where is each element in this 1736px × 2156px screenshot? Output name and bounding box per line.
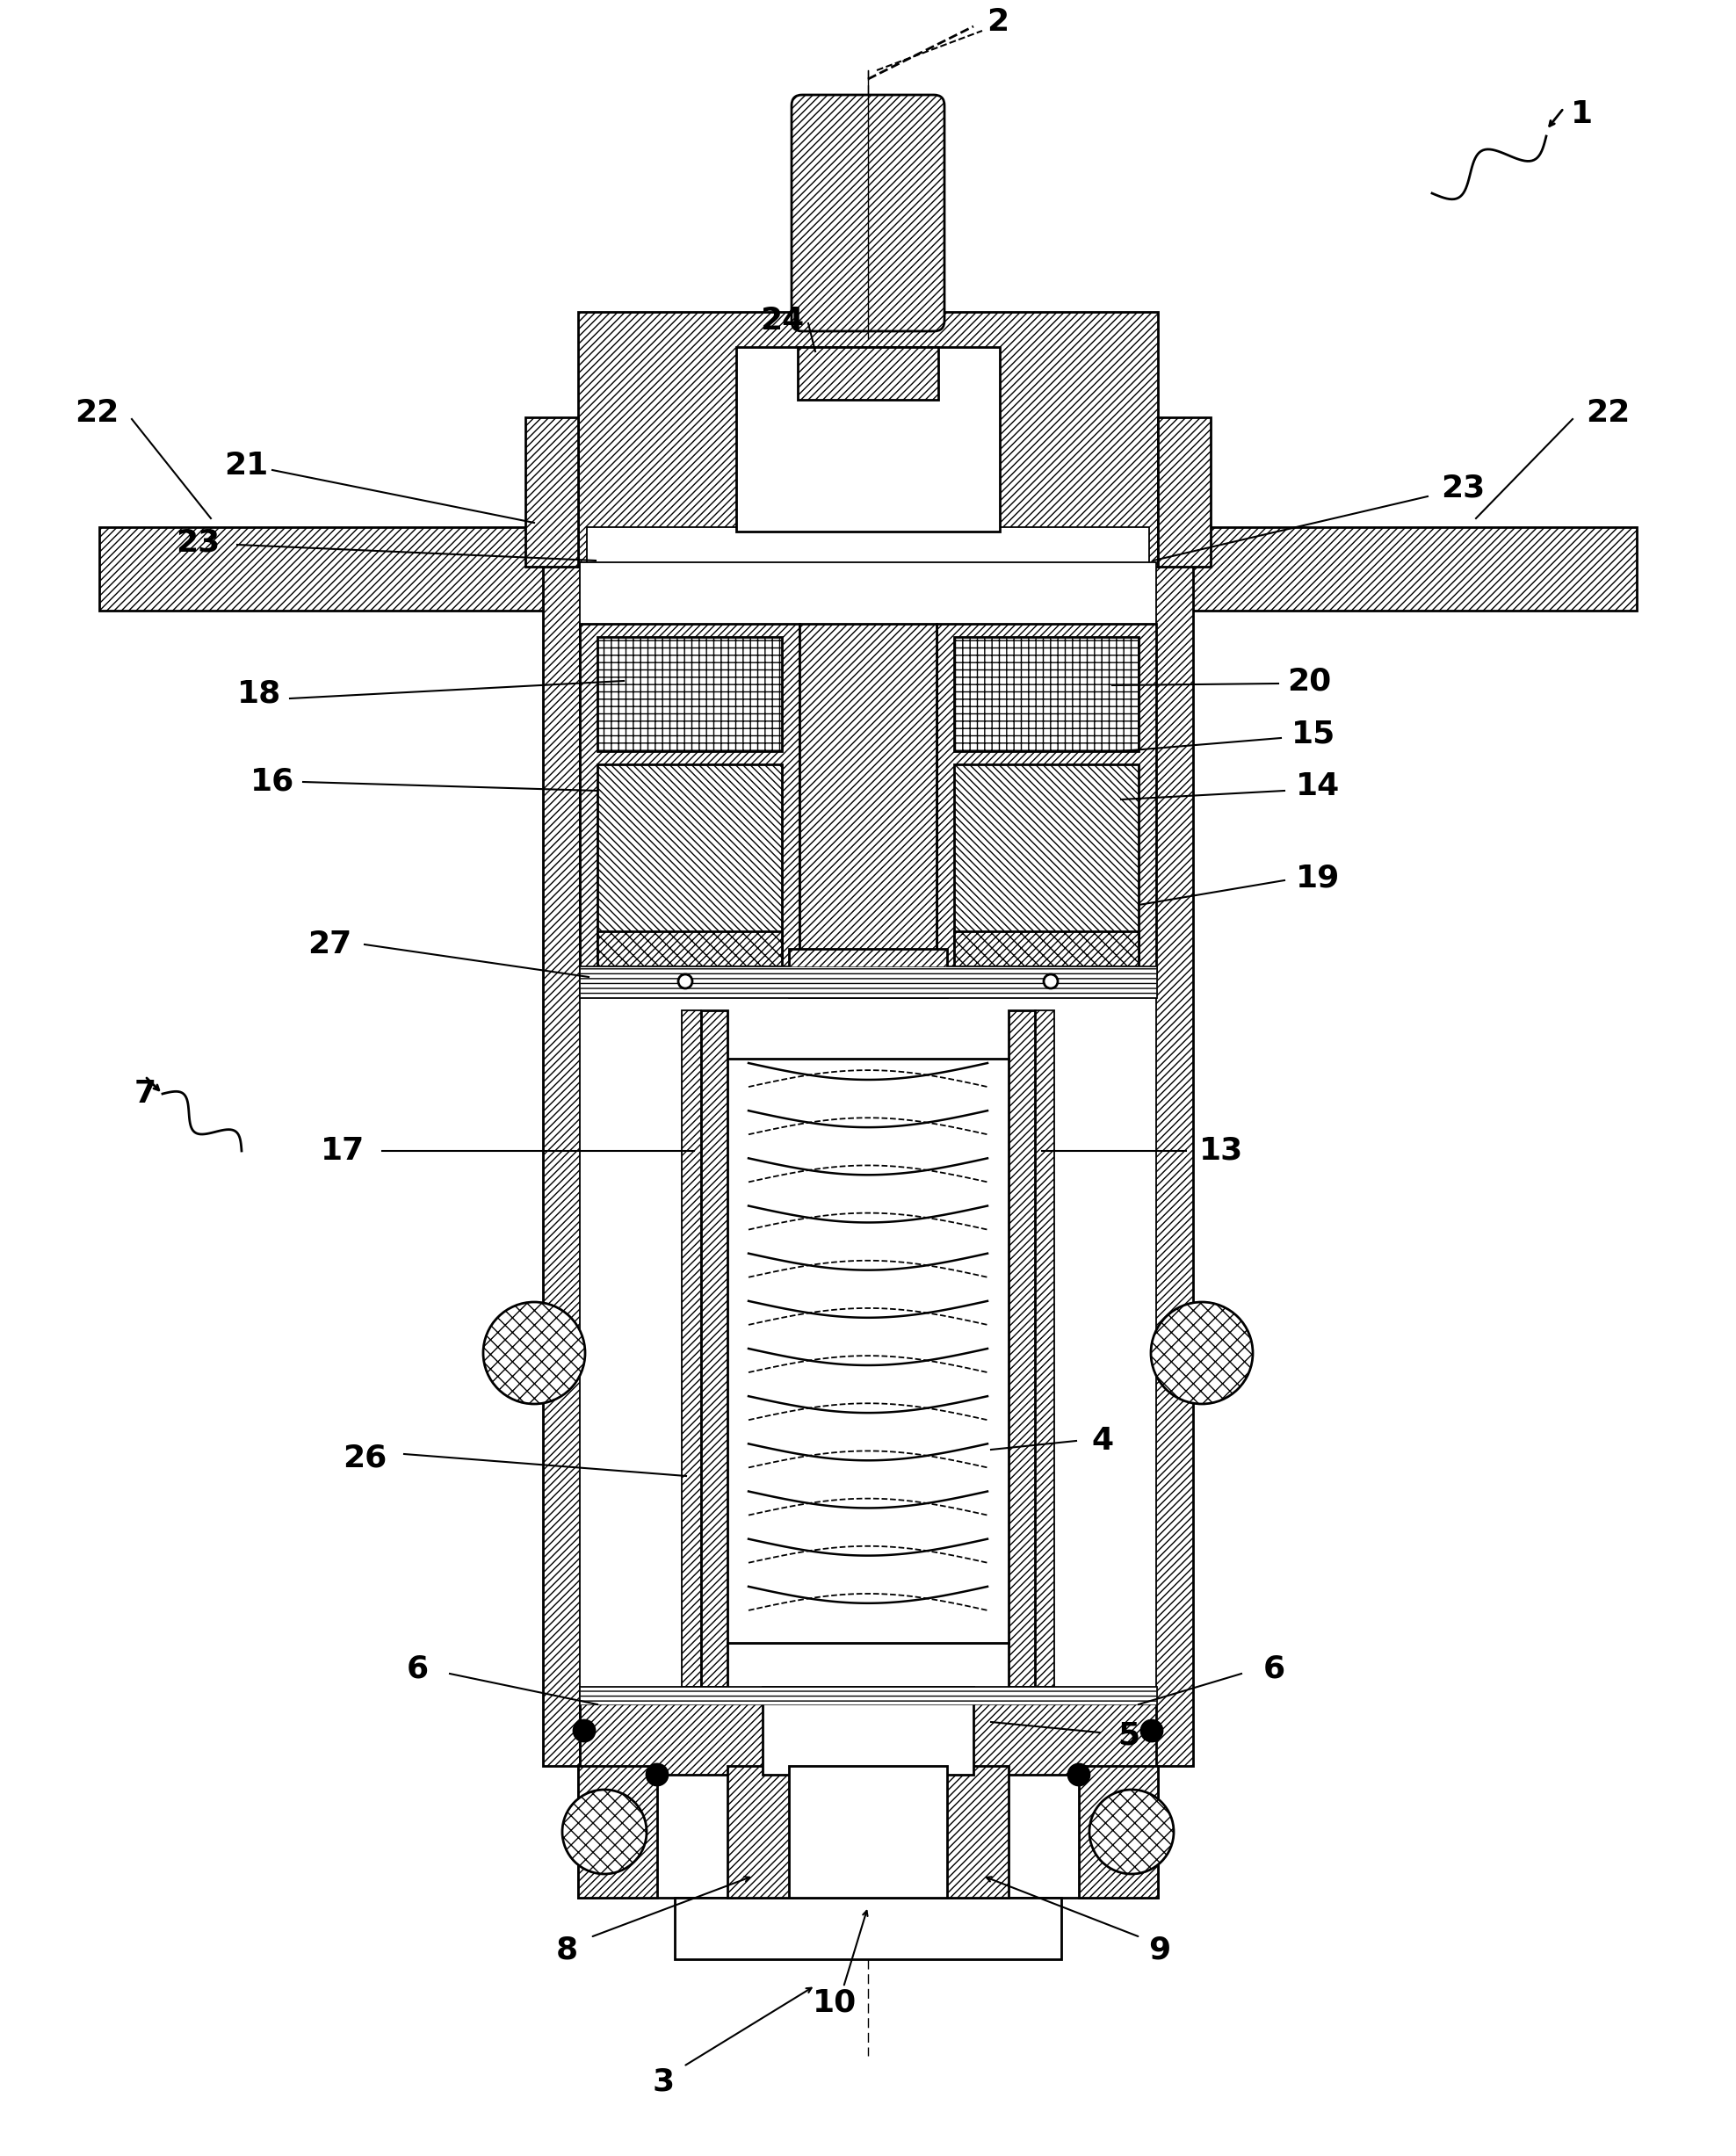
- Polygon shape: [526, 418, 578, 567]
- Circle shape: [1068, 1764, 1090, 1785]
- Text: 23: 23: [1441, 472, 1484, 502]
- Bar: [788, 1766, 948, 1897]
- Text: 13: 13: [1200, 1136, 1243, 1166]
- Text: 19: 19: [1295, 865, 1340, 893]
- Bar: [597, 765, 781, 957]
- Bar: [1078, 1766, 1158, 1897]
- Polygon shape: [1158, 418, 1210, 567]
- Text: 17: 17: [321, 1136, 365, 1166]
- Bar: [580, 1686, 1156, 1774]
- Bar: [799, 347, 937, 399]
- Bar: [580, 1686, 1156, 1705]
- Bar: [762, 1686, 974, 1774]
- Bar: [800, 623, 936, 975]
- Circle shape: [483, 1302, 585, 1404]
- Text: 22: 22: [75, 399, 118, 427]
- Circle shape: [679, 975, 693, 987]
- Bar: [543, 563, 1193, 1766]
- Text: 6: 6: [406, 1654, 429, 1684]
- Circle shape: [646, 1764, 668, 1785]
- Circle shape: [1043, 975, 1057, 987]
- Text: 8: 8: [556, 1936, 578, 1966]
- Text: 18: 18: [238, 679, 281, 709]
- FancyBboxPatch shape: [792, 95, 944, 332]
- Bar: [701, 1011, 727, 1686]
- Text: 1: 1: [1571, 99, 1592, 129]
- Bar: [955, 931, 1139, 966]
- Text: 21: 21: [224, 451, 267, 481]
- Text: 10: 10: [812, 1988, 856, 2018]
- Bar: [682, 1011, 701, 1686]
- Circle shape: [1141, 1720, 1163, 1742]
- Bar: [578, 1766, 1158, 1897]
- Bar: [597, 636, 781, 750]
- Bar: [1009, 1011, 1035, 1686]
- Text: 24: 24: [760, 306, 804, 336]
- Bar: [587, 526, 1149, 610]
- Bar: [955, 636, 1139, 750]
- Circle shape: [573, 1720, 595, 1742]
- Bar: [736, 347, 1000, 533]
- Text: 23: 23: [175, 528, 220, 558]
- Bar: [578, 1766, 658, 1897]
- Text: 5: 5: [1118, 1720, 1141, 1751]
- Text: 16: 16: [250, 768, 295, 798]
- Text: 3: 3: [653, 2068, 674, 2098]
- Text: 27: 27: [307, 929, 351, 959]
- Text: 7: 7: [134, 1078, 156, 1108]
- Bar: [580, 966, 1156, 998]
- Text: 15: 15: [1292, 718, 1335, 748]
- Bar: [597, 931, 781, 966]
- Bar: [580, 623, 800, 975]
- Text: 6: 6: [1262, 1654, 1285, 1684]
- Bar: [578, 313, 1158, 567]
- Bar: [955, 765, 1139, 957]
- Bar: [727, 1766, 1009, 1897]
- Text: 14: 14: [1295, 772, 1340, 802]
- Bar: [675, 1897, 1061, 1960]
- Text: 20: 20: [1286, 666, 1332, 696]
- Circle shape: [562, 1789, 646, 1874]
- Text: 26: 26: [342, 1445, 387, 1473]
- Text: 22: 22: [1585, 399, 1630, 427]
- Bar: [580, 563, 1156, 1766]
- Circle shape: [1151, 1302, 1253, 1404]
- Bar: [936, 623, 1156, 975]
- Text: 2: 2: [988, 6, 1009, 37]
- Text: 4: 4: [1092, 1425, 1113, 1455]
- Bar: [788, 949, 948, 998]
- Bar: [580, 966, 1156, 998]
- Text: 9: 9: [1149, 1936, 1170, 1966]
- Circle shape: [1090, 1789, 1174, 1874]
- Bar: [1035, 1011, 1054, 1686]
- Bar: [99, 526, 1637, 610]
